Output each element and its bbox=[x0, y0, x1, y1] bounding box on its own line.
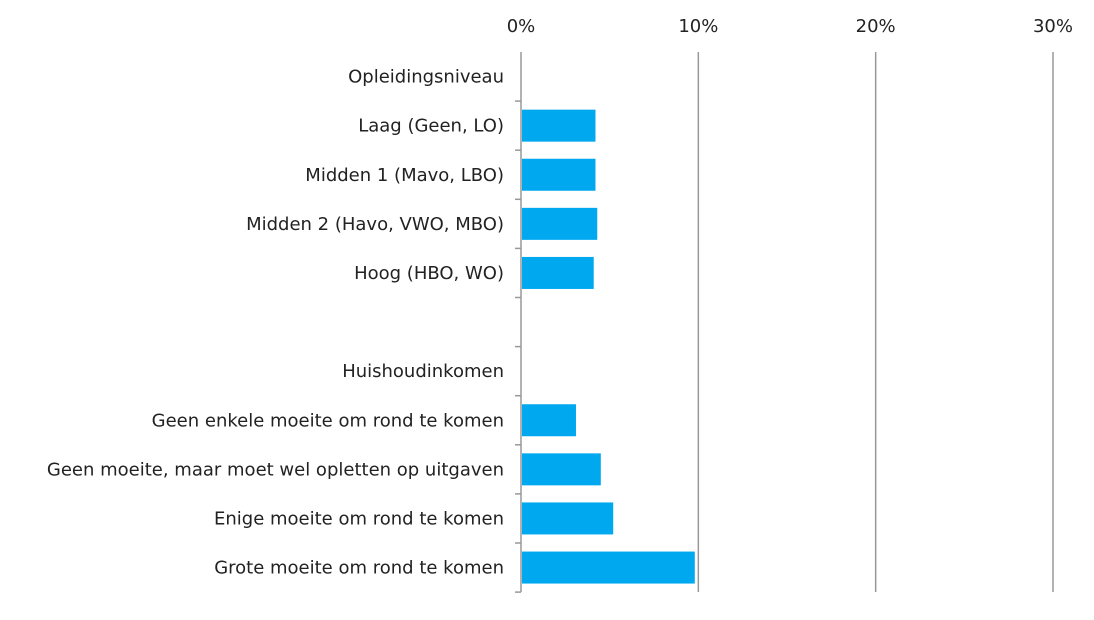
bar bbox=[522, 551, 695, 584]
category-label: Grote moeite om rond te komen bbox=[214, 558, 504, 579]
category-label: Geen moeite, maar moet wel opletten op u… bbox=[47, 459, 504, 480]
x-tick-label: 10% bbox=[678, 16, 718, 37]
category-label: Enige moeite om rond te komen bbox=[214, 508, 504, 529]
bar bbox=[522, 502, 614, 535]
gridlines bbox=[697, 52, 1054, 592]
category-label: Geen enkele moeite om rond te komen bbox=[152, 410, 504, 431]
y-axis bbox=[515, 52, 522, 593]
category-label: Opleidingsniveau bbox=[348, 67, 504, 88]
category-labels: Opleidingsniveau Laag (Geen, LO) Midden 1 … bbox=[47, 67, 504, 579]
x-tick-label: 0% bbox=[507, 16, 536, 37]
bar bbox=[522, 109, 596, 142]
category-label: Huishoudinkomen bbox=[342, 361, 504, 382]
category-label: Hoog (HBO, WO) bbox=[354, 263, 504, 284]
bar bbox=[522, 256, 594, 289]
x-tick-label: 30% bbox=[1033, 16, 1073, 37]
category-label: Midden 2 (Havo, VWO, MBO) bbox=[246, 214, 504, 235]
bar bbox=[522, 404, 576, 437]
bars bbox=[522, 109, 695, 584]
category-label: Midden 1 (Mavo, LBO) bbox=[305, 165, 504, 186]
x-tick-labels: 0% 10% 20% 30% bbox=[507, 16, 1073, 37]
bar bbox=[522, 158, 596, 191]
x-tick-label: 20% bbox=[856, 16, 896, 37]
bar bbox=[522, 207, 598, 240]
bar bbox=[522, 453, 601, 486]
category-label: Laag (Geen, LO) bbox=[358, 116, 504, 137]
